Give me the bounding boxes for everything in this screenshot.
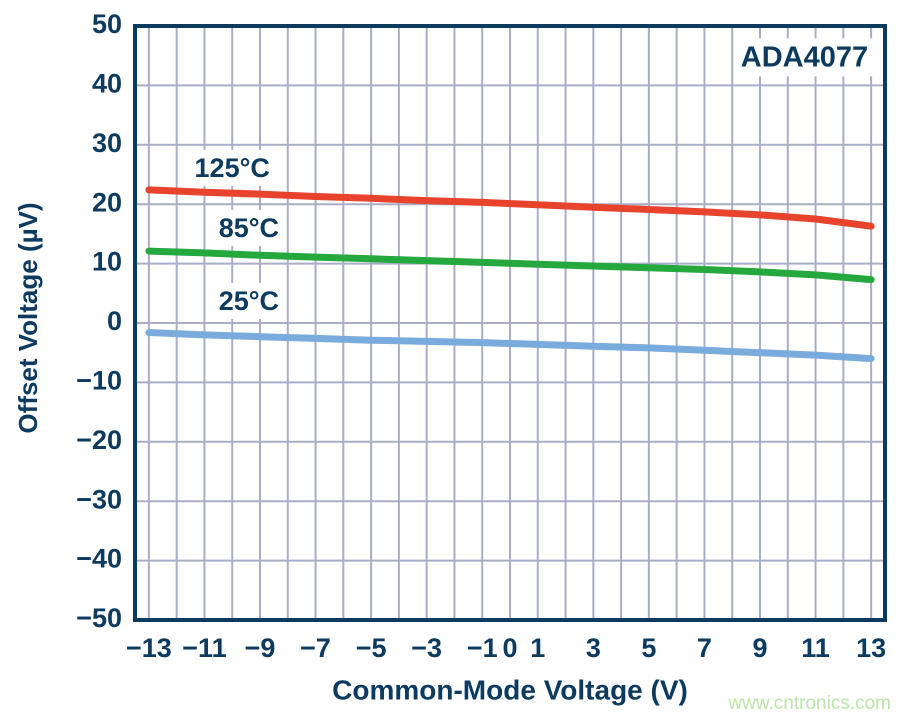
- chart-annotation-group: ADA4077: [735, 38, 874, 77]
- series-label-125c-mask: [189, 149, 275, 186]
- x-tick-label: −13: [126, 633, 172, 663]
- x-tick-label: 9: [752, 633, 767, 663]
- x-tick-label: −11: [182, 633, 226, 663]
- x-tick-labels: −13 −11 −9 −7 −5 −3 −1 0 1 3 5 7 9 11 13: [126, 633, 886, 663]
- y-axis-title: Offset Voltage (µV): [13, 202, 43, 433]
- x-tick-label: 5: [641, 633, 656, 663]
- x-tick-label: 11: [801, 633, 830, 663]
- plot-border: [133, 24, 887, 622]
- series-label-125c-group: 125°C: [189, 149, 275, 186]
- series-label-85c-group: 85°C: [213, 209, 285, 246]
- series-label-85c-mask: [213, 209, 285, 246]
- y-tick-label: −30: [76, 484, 122, 514]
- y-tick-label: 50: [92, 9, 122, 39]
- x-tick-label: −3: [411, 633, 442, 663]
- series-label-25c-group: 25°C: [213, 282, 285, 319]
- series-label-125c: 125°C: [195, 153, 270, 183]
- series-label-25c: 25°C: [219, 286, 279, 316]
- series-line-85c: [145, 247, 875, 284]
- x-axis-title: Common-Mode Voltage (V): [332, 674, 688, 705]
- y-tick-label: −20: [76, 425, 122, 455]
- grid-lines: [135, 25, 885, 621]
- x-tick-label: −1: [467, 633, 498, 663]
- y-tick-label: −50: [76, 603, 122, 633]
- y-tick-label: 0: [107, 306, 122, 336]
- x-tick-label: 7: [697, 633, 712, 663]
- series-line-25c: [145, 329, 875, 363]
- x-tick-label: −7: [300, 633, 331, 663]
- series-label-25c-mask: [213, 282, 285, 319]
- series-line-125c: [145, 186, 875, 230]
- x-tick-label: −5: [356, 633, 387, 663]
- chart-annotation: ADA4077: [741, 41, 868, 73]
- y-tick-label: 20: [92, 187, 122, 217]
- x-tick-label: 0: [502, 633, 517, 663]
- x-tick-label: −9: [245, 633, 276, 663]
- y-tick-labels: 50 40 30 20 10 0 −10 −20 −30 −40 −50: [76, 9, 122, 633]
- x-tick-label: 13: [856, 633, 886, 663]
- y-tick-label: 10: [92, 247, 122, 277]
- y-tick-label: 40: [92, 69, 122, 99]
- chart-annotation-mask: [735, 38, 874, 77]
- y-tick-label: −10: [76, 366, 122, 396]
- x-tick-label: 1: [530, 633, 545, 663]
- y-tick-label: −40: [76, 544, 122, 574]
- watermark: www.cntronics.com: [727, 693, 891, 714]
- x-tick-label: 3: [586, 633, 601, 663]
- series-label-85c: 85°C: [219, 213, 279, 243]
- y-tick-label: 30: [92, 128, 122, 158]
